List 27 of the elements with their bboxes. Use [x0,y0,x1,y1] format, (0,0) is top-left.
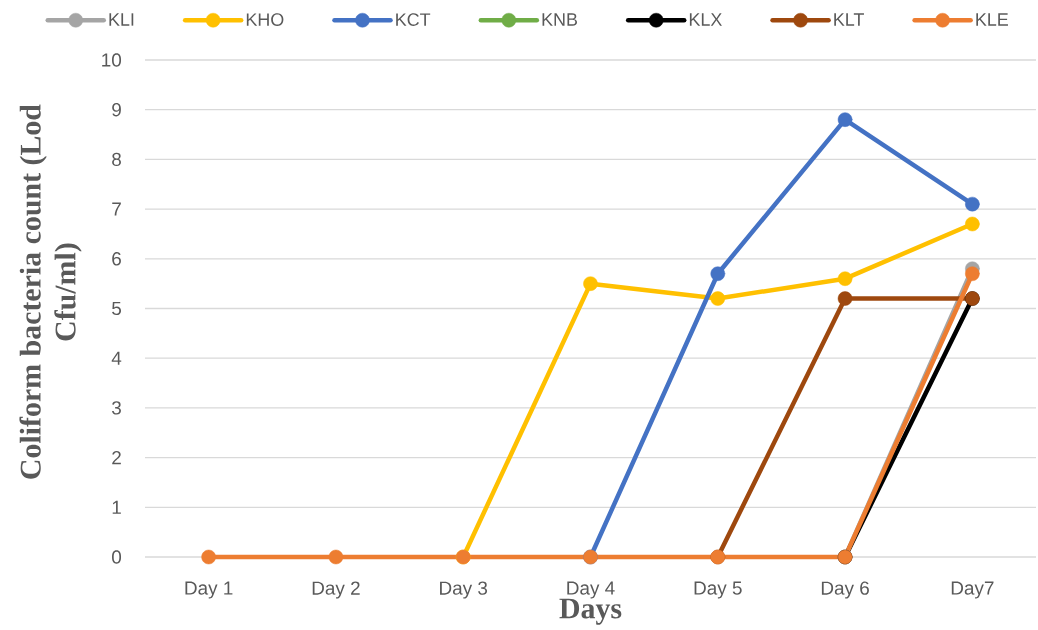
x-tick-label: Day 1 [185,581,233,599]
x-tick-label: Day 3 [440,581,488,599]
y-tick-label: 6 [112,252,121,266]
y-tick-label: 1 [112,500,121,514]
y-tick-label: 9 [112,102,121,117]
legend-label: KLX [689,13,722,26]
x-axis-title: Days [559,598,622,625]
y-tick-label: 0 [112,550,122,564]
y-tick-label: 10 [102,53,122,67]
legend-label: KHO [246,13,284,26]
y-tick-label: 4 [111,351,122,365]
legend-label: KNB [542,13,577,26]
y-tick-label: 2 [112,450,121,465]
x-tick-label: Day 5 [694,581,742,599]
legend-label: KLE [976,13,1008,26]
x-tick-label: Day 2 [312,581,360,599]
legend-label: KCT [396,13,431,26]
y-axis-title: Coliform bacteria count (Lod Cfu/ml) [19,104,82,479]
y-tick-label: 8 [112,152,121,167]
x-tick-label: Day7 [951,581,994,599]
y-tick-label: 5 [112,301,122,316]
legend-label: KLT [834,13,864,26]
y-tick-label: 7 [112,202,121,216]
y-tick-label: 3 [111,401,121,415]
x-tick-label: Day 6 [821,581,869,599]
legend-label: KLI [109,13,134,26]
x-tick-label: Day 4 [567,581,615,599]
